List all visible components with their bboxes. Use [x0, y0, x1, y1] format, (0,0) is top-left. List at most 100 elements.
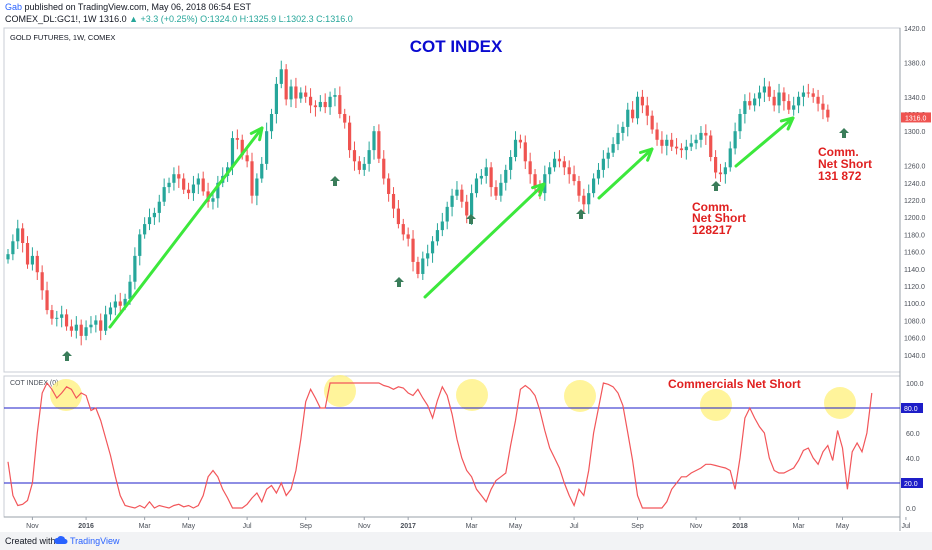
- price-tick-label: 1080.0: [904, 318, 926, 325]
- candle-body: [11, 241, 15, 255]
- candle-body: [35, 255, 39, 273]
- candle-body: [465, 201, 469, 216]
- time-tick-label: 2018: [732, 523, 748, 530]
- chart-title: COT INDEX: [410, 37, 503, 56]
- candle-body: [806, 92, 810, 94]
- tradingview-link[interactable]: TradingView: [70, 536, 120, 546]
- candle-body: [762, 86, 766, 93]
- candle-body: [640, 96, 644, 106]
- candle-body: [552, 158, 557, 168]
- signal-up-arrow-icon: [839, 128, 849, 138]
- candle-body: [196, 178, 200, 185]
- price-tick-label: 1120.0: [904, 284, 925, 291]
- trend-arrow-line: [734, 116, 795, 168]
- candle-body: [455, 189, 459, 196]
- time-tick-label: Mar: [793, 523, 806, 530]
- candle-body: [250, 161, 254, 196]
- candle-body: [426, 253, 430, 259]
- price-tick-label: 1100.0: [904, 301, 925, 308]
- candle-body: [60, 314, 64, 318]
- candle-body: [738, 114, 742, 132]
- publish-info: published on TradingView.com, May 06, 20…: [24, 2, 252, 12]
- time-tick-label: 2017: [400, 523, 416, 530]
- candle-body: [787, 101, 791, 110]
- candle-body: [143, 224, 147, 235]
- candle-body: [64, 314, 69, 327]
- candle-body: [411, 238, 415, 262]
- cot-band-tag-label: 20.0: [904, 481, 918, 488]
- tradingview-cloud-icon[interactable]: [54, 535, 68, 545]
- price-and-cot-chart[interactable]: 1040.0 1060.0 1080.0 1100.0 1120.0 1140.0 1160…: [0, 0, 932, 532]
- candle-body: [592, 178, 596, 194]
- candle-body: [230, 138, 235, 168]
- highlight-circle: [564, 380, 596, 412]
- annotation-comm-net-short-2: Net Short: [818, 157, 872, 171]
- candle-body: [177, 174, 181, 179]
- candle-body: [757, 92, 762, 99]
- candle-body: [377, 131, 381, 159]
- signal-up-arrow-icon: [466, 214, 476, 224]
- candle-body: [147, 217, 152, 225]
- candle-body: [357, 161, 361, 170]
- candle-body: [728, 148, 732, 168]
- candle-body: [118, 301, 122, 306]
- candle-body: [626, 109, 630, 127]
- price-tick-label: 1420.0: [904, 26, 926, 33]
- candle-body: [138, 234, 142, 256]
- candle-body: [123, 298, 127, 306]
- candle-body: [94, 320, 98, 325]
- cot-pane-title: COT INDEX (0): [10, 380, 59, 387]
- candle-body: [201, 178, 205, 192]
- candle-body: [55, 317, 59, 319]
- candle-body: [772, 96, 776, 106]
- candle-body: [367, 150, 371, 164]
- candle-body: [596, 169, 601, 179]
- candle-body: [30, 255, 34, 265]
- time-tick-label: Nov: [26, 523, 39, 530]
- candle-body: [460, 189, 464, 202]
- annotation-comm-net-short-1: Comm.: [692, 200, 733, 214]
- candle-body: [372, 131, 376, 151]
- candle-body: [655, 129, 659, 140]
- candle-body: [699, 132, 703, 140]
- annotation-comm-net-short-1: 128217: [692, 223, 732, 237]
- candle-body: [255, 178, 259, 196]
- price-tick-label: 1240.0: [904, 181, 926, 188]
- series-label: GOLD FUTURES, 1W, COMEX: [10, 33, 115, 42]
- candle-body: [679, 148, 684, 151]
- trend-arrow-head-icon: [639, 147, 654, 162]
- ohlc-values: O:1324.0 H:1325.9 L:1302.3 C:1316.0: [200, 14, 353, 24]
- candle-body: [811, 93, 815, 97]
- candle-body: [21, 228, 25, 243]
- candle-body: [274, 83, 278, 114]
- highlight-circle: [824, 387, 856, 419]
- candle-body: [157, 201, 161, 213]
- candle-body: [674, 146, 679, 149]
- candle-body: [84, 327, 88, 336]
- time-tick-label: Mar: [466, 523, 479, 530]
- highlight-circle: [50, 379, 82, 411]
- candle-body: [504, 169, 508, 183]
- candle-body: [548, 167, 552, 175]
- price-tick-label: 1040.0: [904, 353, 926, 360]
- candle-body: [108, 307, 113, 315]
- candle-body: [562, 161, 566, 168]
- candle-body: [782, 92, 786, 102]
- candle-body: [733, 131, 737, 149]
- candle-body: [767, 86, 771, 97]
- trend-arrow-head-icon: [249, 126, 264, 142]
- symbol-line: COMEX_DL:GC1!, 1W 1316.0 ▲ +3.3 (+0.25%)…: [5, 14, 353, 24]
- candle-body: [182, 178, 186, 190]
- last-price-tag-label: 1316.0: [905, 115, 927, 122]
- candle-body: [533, 174, 537, 188]
- candle-body: [25, 243, 30, 265]
- candle-body: [382, 158, 386, 179]
- cot-tick-label: 0.0: [906, 506, 916, 513]
- candle-body: [128, 281, 132, 299]
- candle-body: [391, 193, 396, 209]
- cot-tick-label: 40.0: [906, 456, 920, 463]
- signal-up-arrow-icon: [576, 209, 586, 219]
- candle-body: [40, 272, 44, 291]
- author-link[interactable]: Gab: [5, 2, 23, 12]
- candle-body: [494, 187, 498, 196]
